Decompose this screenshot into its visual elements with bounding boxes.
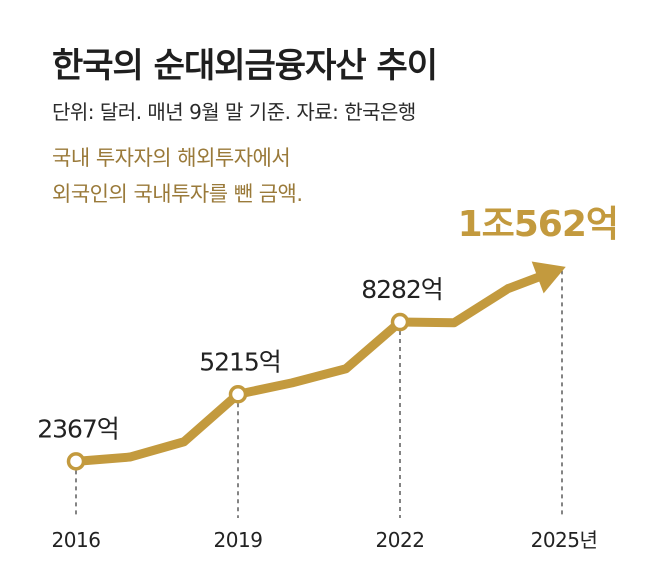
point-marker-2016 [66, 452, 86, 471]
note-line-1: 국내 투자자의 해외투자에서 [52, 146, 291, 170]
note-line-2: 외국인의 국내투자를 뺀 금액. [52, 182, 303, 206]
chart-title: 한국의 순대외금융자산 추이 [52, 46, 438, 86]
x-tick-label-2025: 2025년 [531, 528, 598, 552]
value-label-2019: 5215억 [199, 347, 281, 376]
value-label-2025: 1조562억 [458, 204, 618, 245]
value-label-2022: 8282억 [361, 275, 443, 304]
x-tick-label-2019: 2019 [214, 528, 263, 552]
x-tick-label-2016: 2016 [52, 528, 101, 552]
point-marker-2019 [228, 385, 248, 404]
chart-subtitle: 단위: 달러. 매년 9월 말 기준. 자료: 한국은행 [52, 100, 416, 124]
point-marker-2022 [390, 312, 410, 332]
series-line [71, 272, 543, 466]
value-label-2016: 2367억 [37, 414, 119, 443]
x-tick-label-2022: 2022 [376, 528, 425, 552]
arrow-head [531, 261, 566, 294]
chart-note: 국내 투자자의 해외투자에서 외국인의 국내투자를 뺀 금액. [52, 140, 303, 212]
